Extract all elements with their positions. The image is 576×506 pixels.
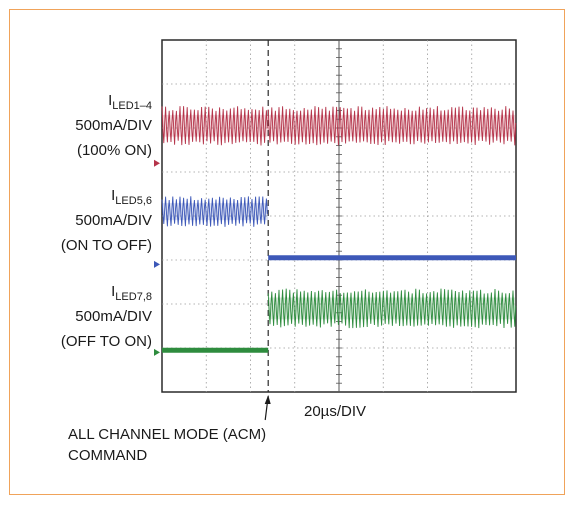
- channel-label-name: ILED5,6: [111, 187, 152, 207]
- zero-level-marker: [154, 348, 160, 356]
- command-annotation-line: ALL CHANNEL MODE (ACM): [68, 426, 266, 443]
- channel-label-line: (ON TO OFF): [61, 237, 152, 254]
- command-annotation-line: COMMAND: [68, 447, 147, 464]
- figure-frame: [9, 9, 565, 495]
- channel-label-line: 500mA/DIV: [75, 308, 152, 325]
- trace-before-ripple: [161, 106, 268, 146]
- command-arrowhead: [264, 395, 271, 404]
- zero-level-marker: [154, 260, 160, 268]
- channel-label-line: 500mA/DIV: [75, 117, 152, 134]
- channel-label-line: (100% ON): [77, 142, 152, 159]
- zero-level-marker: [154, 159, 160, 167]
- channel-label-line: (OFF TO ON): [61, 333, 152, 350]
- trace-after-ripple: [267, 106, 517, 146]
- channel-label-name: ILED7,8: [111, 283, 152, 303]
- x-scale-label: 20µs/DIV: [304, 403, 366, 420]
- trace-before-ripple: [161, 196, 268, 227]
- trace-after-ripple: [267, 288, 517, 329]
- channel-label-name: ILED1–4: [108, 92, 152, 112]
- channel-label-line: 500mA/DIV: [75, 212, 152, 229]
